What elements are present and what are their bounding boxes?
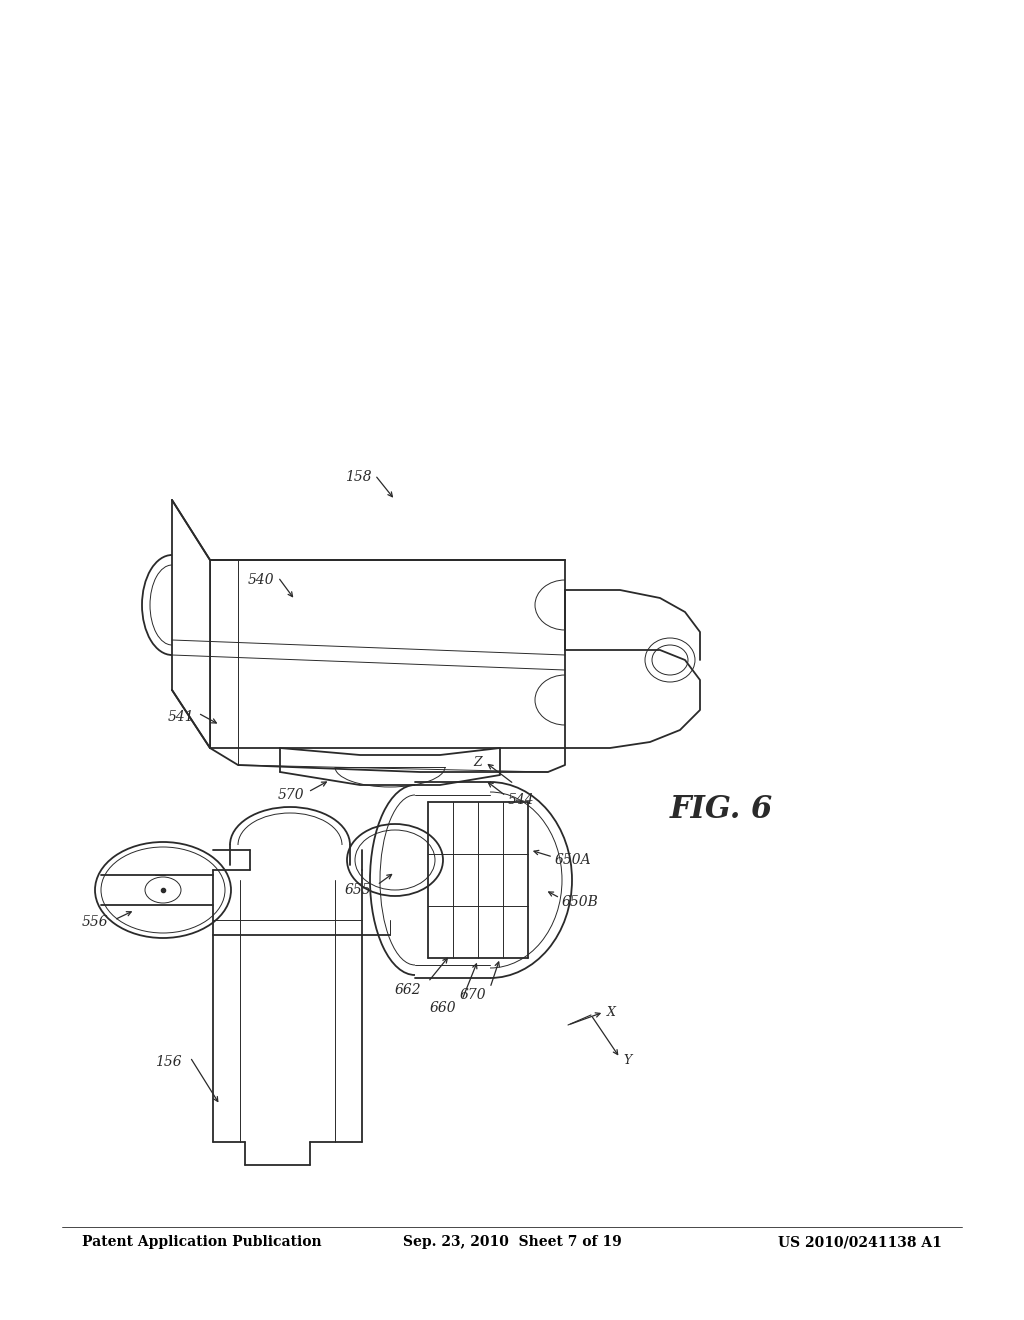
Text: 156: 156: [155, 1055, 181, 1069]
Text: 541: 541: [168, 710, 195, 723]
Text: 158: 158: [345, 470, 372, 484]
Text: 670: 670: [460, 987, 486, 1002]
Text: Patent Application Publication: Patent Application Publication: [82, 1236, 322, 1249]
Text: 662: 662: [395, 983, 422, 997]
Text: 570: 570: [278, 788, 304, 803]
Text: Sep. 23, 2010  Sheet 7 of 19: Sep. 23, 2010 Sheet 7 of 19: [402, 1236, 622, 1249]
Text: 540: 540: [248, 573, 274, 587]
Text: FIG. 6: FIG. 6: [670, 795, 773, 825]
Text: Y: Y: [623, 1053, 631, 1067]
Text: US 2010/0241138 A1: US 2010/0241138 A1: [778, 1236, 942, 1249]
Text: 660: 660: [430, 1001, 457, 1015]
Text: 544: 544: [508, 793, 535, 807]
Text: 650B: 650B: [562, 895, 599, 909]
Text: Z: Z: [473, 755, 482, 768]
Text: X: X: [607, 1006, 615, 1019]
Text: 556: 556: [82, 915, 109, 929]
Text: 650A: 650A: [555, 853, 592, 867]
Text: 655: 655: [345, 883, 372, 898]
